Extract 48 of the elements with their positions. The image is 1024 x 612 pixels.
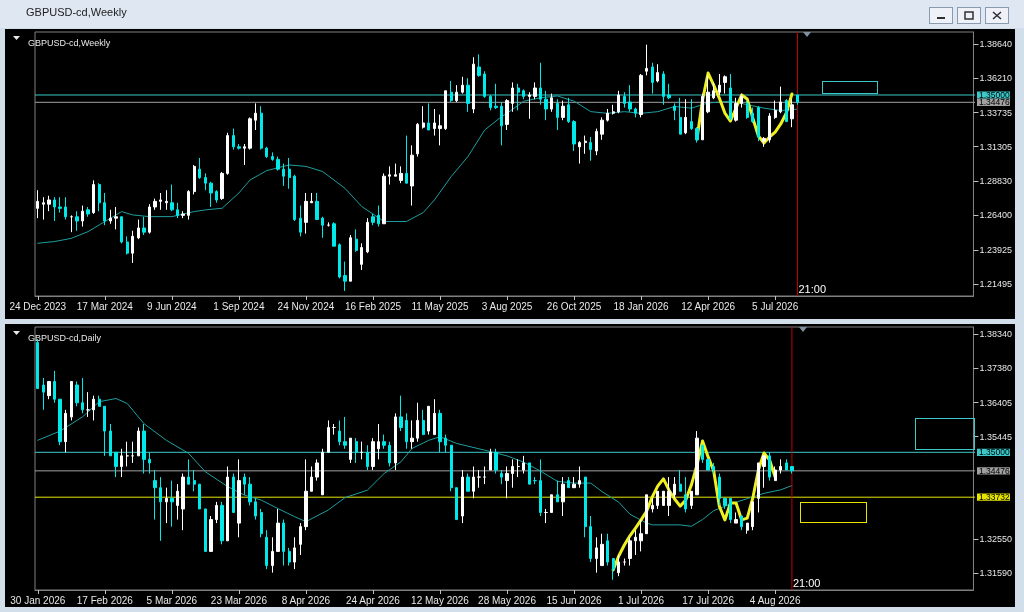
text: GBPUSD-cd,Weekly — [26, 6, 127, 18]
y-tick-label: 1.36210 — [979, 73, 1013, 84]
text: GBPUSD-cd,Daily — [28, 332, 102, 343]
annotation: 21:00 — [792, 576, 821, 589]
x-tick-label: 28 May 2026 — [478, 594, 537, 606]
ref-line-label: 1.34476 — [979, 97, 1010, 108]
x-tick-label: 17 Mar 2024 — [76, 300, 134, 312]
x-tick-label: 23 Mar 2026 — [210, 594, 268, 606]
x-tick-label: 18 Jan 2026 — [613, 300, 670, 312]
x-tick-label: 24 Nov 2024 — [277, 300, 335, 312]
x-tick-label: 3 Aug 2025 — [481, 300, 533, 312]
x-tick-label: 12 May 2026 — [411, 594, 470, 606]
ref-line-label: 1.35000 — [979, 447, 1010, 458]
x-tick-label: 26 Oct 2025 — [546, 300, 602, 312]
y-tick-label: 1.21495 — [979, 279, 1013, 290]
y-tick-label: 1.37380 — [979, 363, 1013, 374]
x-tick-label: 16 Feb 2025 — [344, 300, 402, 312]
x-tick-label: 30 Jan 2026 — [10, 594, 66, 606]
y-tick-label: 1.36405 — [979, 397, 1013, 408]
ref-line-label: 1.35000 — [979, 89, 1010, 100]
x-tick-label: 9 Jun 2024 — [147, 300, 198, 312]
annotation: 21:00 — [798, 282, 827, 295]
ref-line-label: 1.34476 — [979, 465, 1010, 476]
x-tick-label: 11 May 2025 — [411, 300, 469, 312]
y-tick-label: 1.23925 — [979, 245, 1013, 256]
y-tick-label: 1.32550 — [979, 534, 1013, 545]
x-tick-label: 15 Jun 2026 — [546, 594, 603, 606]
y-tick-label: 1.38340 — [979, 329, 1013, 340]
x-tick-label: 12 Apr 2026 — [681, 300, 736, 312]
x-tick-label: 5 Jul 2026 — [752, 300, 799, 312]
x-tick-label: 17 Feb 2026 — [76, 594, 134, 606]
y-tick-label: 1.33735 — [979, 107, 1013, 118]
y-tick-label: 1.26400 — [979, 210, 1013, 221]
x-tick-label: 1 Jul 2026 — [618, 594, 665, 606]
y-tick-label: 1.38640 — [979, 39, 1013, 50]
x-tick-label: 17 Jul 2026 — [682, 594, 735, 606]
y-tick-label: 1.31305 — [979, 141, 1013, 152]
x-tick-label: 1 Sep 2024 — [213, 300, 265, 312]
text: GBPUSD-cd,Weekly — [28, 37, 111, 48]
x-tick-label: 24 Dec 2023 — [9, 300, 67, 312]
x-tick-label: 5 Mar 2026 — [146, 594, 198, 606]
x-tick-label: 4 Aug 2026 — [749, 594, 801, 606]
x-tick-label: 24 Apr 2026 — [345, 594, 401, 606]
x-tick-label: 8 Apr 2026 — [281, 594, 331, 606]
ref-line-label: 1.33732 — [979, 491, 1010, 502]
y-tick-label: 1.35445 — [979, 431, 1013, 442]
y-tick-label: 1.31590 — [979, 568, 1013, 579]
y-tick-label: 1.28830 — [979, 176, 1013, 187]
